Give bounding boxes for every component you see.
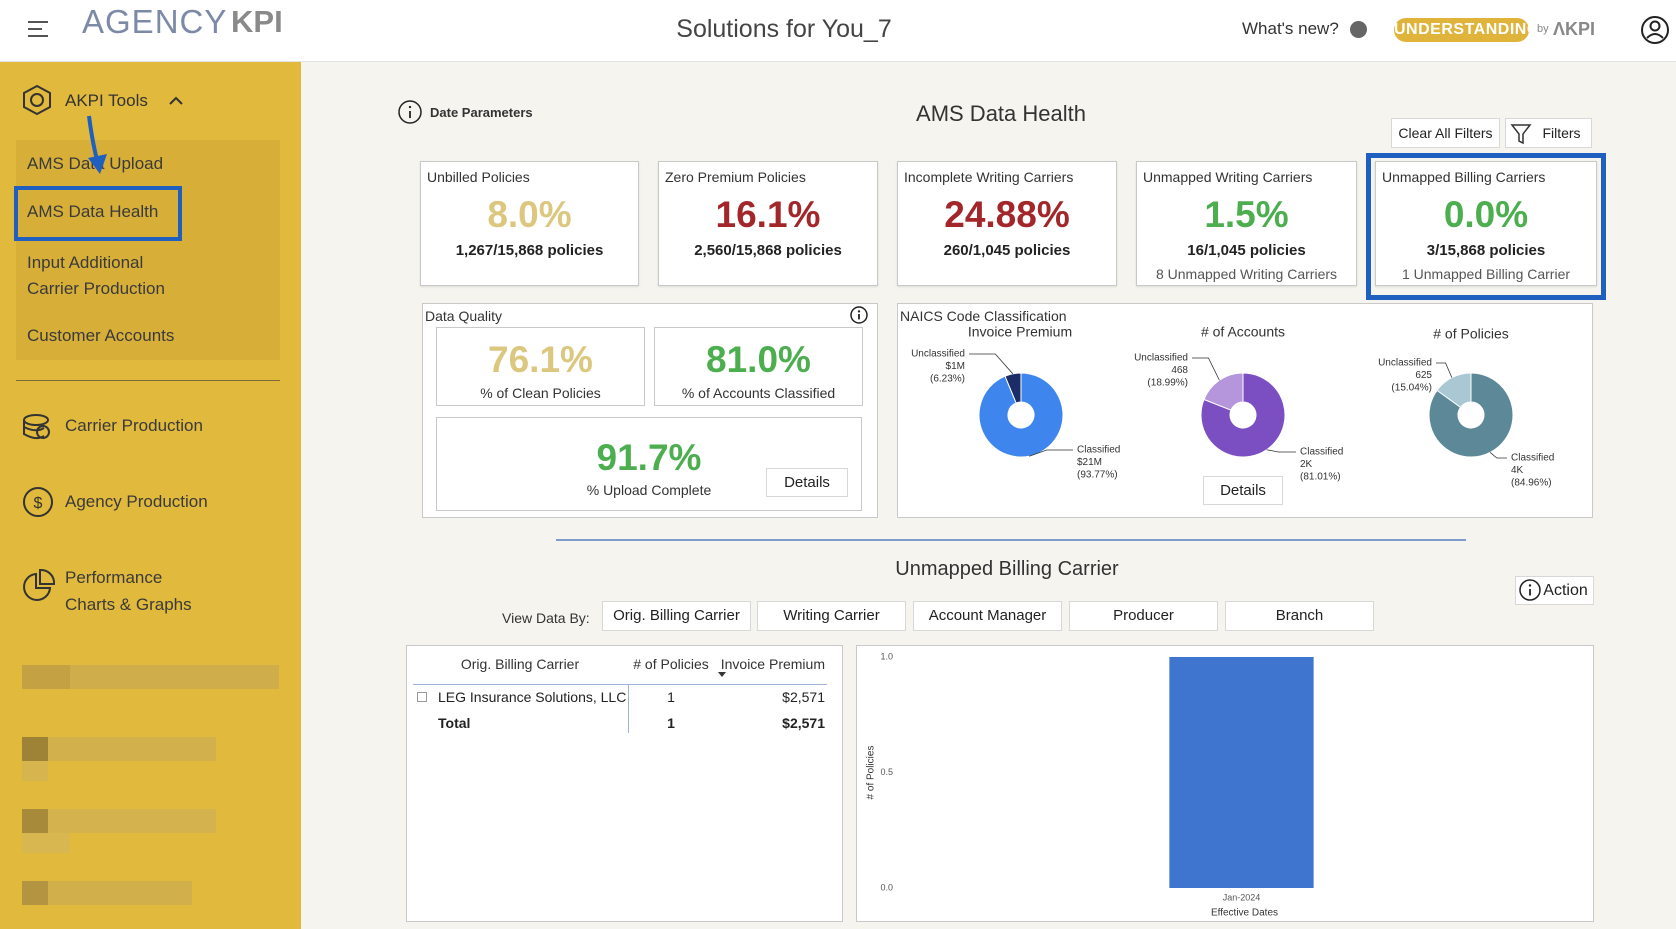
card-detail: 3/15,868 policies [1426,242,1546,259]
table-column-rule [628,685,629,733]
quality-tile [654,327,863,406]
view-by-button[interactable]: Writing Carrier [757,601,906,631]
badge[interactable]: UNDERSTANDING [1394,18,1539,42]
whats-new[interactable]: What's new? [1242,19,1339,38]
tile-label: % Upload Complete [586,482,712,498]
blurred-item [22,881,48,905]
tile-value: 76.1% [488,339,593,380]
kpi-card[interactable]: Unmapped Writing Carriers 1.5% 16/1,045 po… [1136,161,1357,286]
card-label: Incomplete Writing Carriers [904,169,1074,185]
kpi-card[interactable]: Unmapped Billing Carriers 0.0% 3/15,868 po… [1375,161,1597,286]
card-detail: 260/1,045 policies [943,242,1071,259]
action-button[interactable]: Action [1515,576,1594,605]
tile-value: 91.7% [596,437,702,478]
sort-arrow [718,672,726,677]
nav-section[interactable]: AKPI Tools [65,91,148,110]
naics-title: NAICS Code Classification [900,308,1067,324]
logo-bold: KPI [231,4,283,39]
blurred-item [22,737,216,761]
subnav-item[interactable]: Input Additional Carrier Production [27,253,165,298]
kpi-card[interactable]: Incomplete Writing Carriers 24.88% 260/1,0… [897,161,1117,286]
clear-filters-button[interactable]: Clear All Filters [1391,118,1500,148]
view-by-button[interactable]: Orig. Billing Carrier [602,601,751,631]
card-label: Unmapped Billing Carriers [1382,169,1546,185]
card-detail: 16/1,045 policies [1187,242,1306,259]
section-divider [556,539,1466,541]
blurred-item [22,809,48,833]
table-total: Total [438,715,471,731]
blurred-item [22,833,70,853]
blurred-item [22,809,216,833]
card-value: 16.1% [715,194,821,235]
card-label: Zero Premium Policies [665,169,806,185]
table-cell: $2,571 [782,689,825,705]
card-detail: 1,267/15,868 policies [455,242,604,259]
kpi-card[interactable]: Unbilled Policies 8.0% 1,267/15,868 polici… [420,161,639,286]
details-button[interactable]: Details [766,468,848,497]
dashboard-title: AMS Data Health [916,101,1086,126]
subnav-item[interactable]: AMS Data Health [27,202,159,221]
badge-by: by [1537,23,1549,35]
table-total: 1 [667,715,675,731]
table-panel [406,645,843,922]
tile-value: 81.0% [706,339,811,380]
blurred-item [22,761,48,781]
blurred-item [22,737,48,761]
table-header: # of Policies [633,656,709,672]
view-by-button[interactable]: Producer [1069,601,1218,631]
card-note: 8 Unmapped Writing Carriers [1155,266,1338,282]
card-highlight [1366,153,1606,300]
nav-item[interactable]: Performance Charts & Graphs [65,568,192,614]
date-parameters[interactable]: Date Parameters [430,105,533,120]
table-total: $2,571 [782,715,825,731]
view-by-button[interactable]: Branch [1225,601,1374,631]
whats-new-dot [1350,21,1367,38]
details-button[interactable]: Details [1203,476,1283,505]
info-icon [398,100,422,124]
table-cell: LEG Insurance Solutions, LLC [438,689,627,705]
subnav-panel [16,140,280,360]
logo-light: AGENCY [82,3,228,40]
table-header-rule [413,684,827,685]
nav-divider [16,380,280,381]
view-by-label: View Data By: [502,610,590,626]
card-value: 0.0% [1443,194,1529,235]
card-value: 24.88% [944,194,1070,235]
kpi-card[interactable]: Zero Premium Policies 16.1% 2,560/15,868 p… [658,161,878,286]
nav-item[interactable]: Carrier Production [65,416,203,435]
card-value: 8.0% [487,194,572,235]
blurred-item [22,881,192,905]
card-detail: 2,560/15,868 policies [694,242,842,259]
tile-label: % of Accounts Classified [681,385,836,401]
badge-brand: ΛKPI [1553,19,1596,39]
table-header: Invoice Premium [720,656,825,672]
info-icon [408,105,412,109]
card-note: 1 Unmapped Billing Carrier [1401,266,1571,282]
nav-item[interactable]: Agency Production [65,492,208,511]
table-cell: 1 [667,689,675,705]
active-highlight [14,186,182,241]
quality-tile [436,327,645,406]
subnav-item[interactable]: AMS Data Upload [27,154,164,173]
subnav-item[interactable]: Customer Accounts [27,326,175,345]
view-by-button[interactable]: Account Manager [913,601,1062,631]
data-quality-title: Data Quality [425,308,503,324]
table-header: Orig. Billing Carrier [460,656,580,672]
expand-icon [417,692,427,702]
card-label: Unmapped Writing Carriers [1143,169,1313,185]
tile-label: % of Clean Policies [480,385,601,401]
section-title: Unmapped Billing Carrier [895,558,1119,580]
card-value: 1.5% [1204,194,1289,235]
chart-panel [856,645,1594,922]
page-title: Solutions for You_7 [676,15,892,43]
card-label: Unbilled Policies [427,169,530,185]
filters-button[interactable]: Filters [1505,118,1592,148]
blurred-item [22,665,70,689]
